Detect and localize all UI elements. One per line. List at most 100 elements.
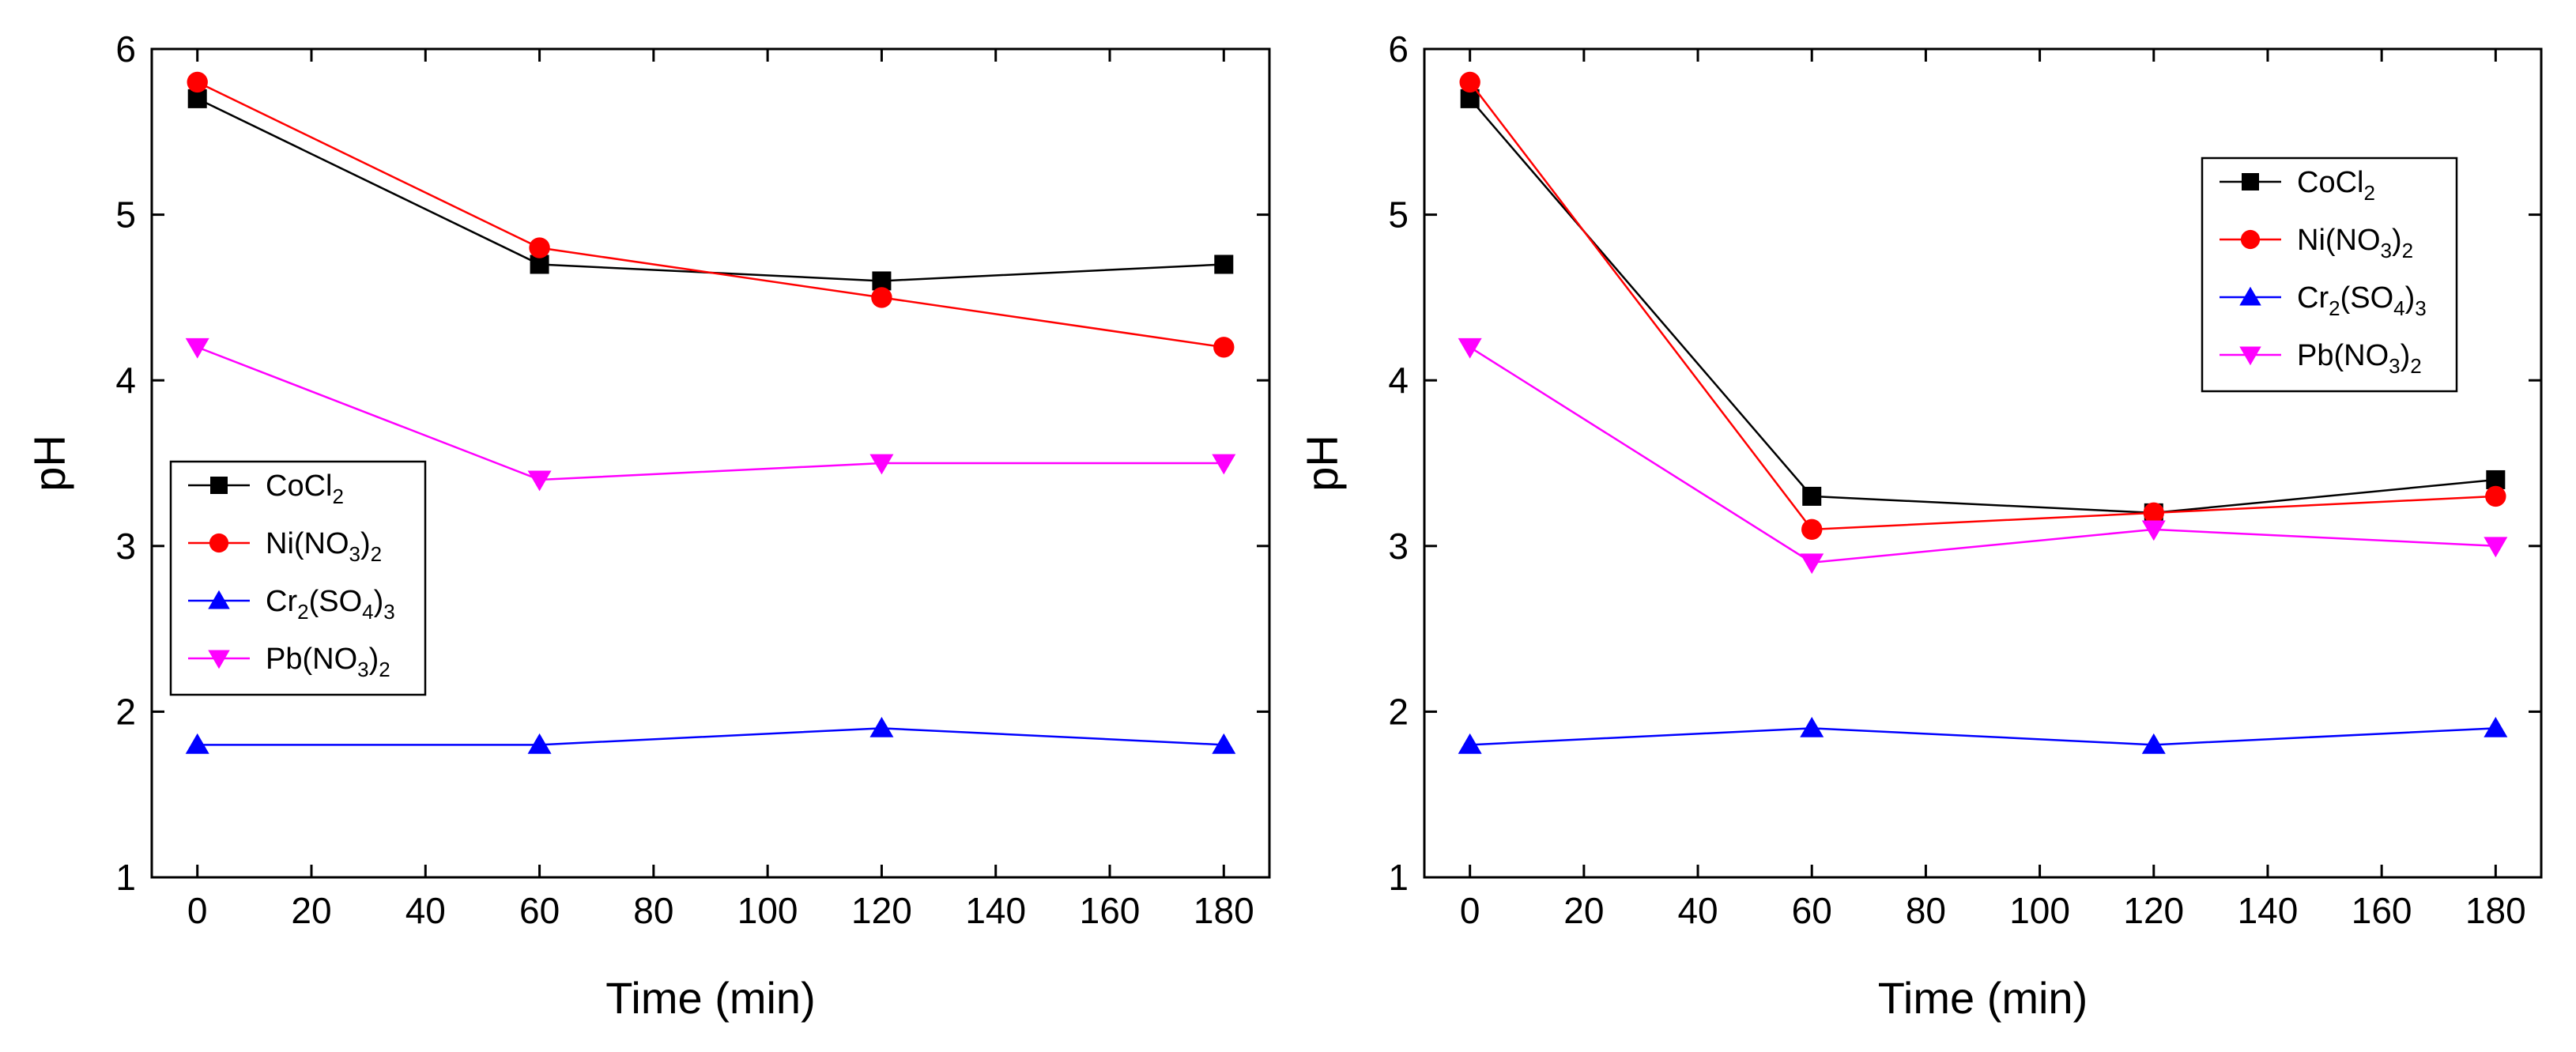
series-Pb(NO3)2 (185, 337, 1236, 492)
data-point (1800, 553, 1824, 575)
legend-label: Pb(NO3)2 (266, 643, 390, 681)
y-tick-label: 4 (1388, 360, 1409, 401)
y-tick-label: 1 (1388, 857, 1409, 898)
legend-label-subscript: 3 (2415, 296, 2426, 320)
legend-label: Cr2(SO4)3 (2297, 281, 2427, 320)
data-point (2141, 520, 2166, 541)
y-axis-title: pH (25, 435, 74, 492)
legend-label-subscript: 2 (2363, 181, 2374, 205)
legend-label: CoCl2 (2297, 166, 2375, 205)
data-point (2484, 537, 2508, 558)
data-point (185, 733, 209, 754)
legend-label-subscript: 4 (362, 600, 373, 624)
legend-label-text: Cr (266, 585, 297, 618)
data-point (1458, 337, 1482, 359)
legend-label-text: Pb(NO (2297, 339, 2389, 372)
legend-entry: Pb(NO3)2 (2220, 339, 2422, 378)
x-tick-label: 120 (2123, 890, 2184, 931)
legend-label-text: ) (2401, 339, 2411, 372)
series-line (1469, 727, 2496, 746)
x-tick-label: 20 (291, 890, 331, 931)
legend-label-subscript: 3 (2381, 239, 2392, 262)
x-tick-label: 40 (1677, 890, 1718, 931)
data-point (869, 716, 894, 737)
x-tick-label: 160 (1080, 890, 1141, 931)
legend-label-text: ) (374, 585, 384, 618)
y-tick-label: 5 (1388, 194, 1409, 236)
data-point (2141, 733, 2166, 754)
x-tick-label: 160 (2352, 890, 2412, 931)
data-point (527, 733, 552, 754)
legend-entry: Pb(NO3)2 (188, 643, 390, 681)
data-point (1801, 518, 1823, 541)
data-point (1213, 337, 1235, 358)
legend-label-subscript: 2 (2410, 354, 2421, 378)
x-axis-title: Time (min) (1878, 973, 2088, 1023)
y-tick-label: 1 (115, 857, 136, 898)
legend-entry: Ni(NO3)2 (188, 527, 382, 566)
series-line (197, 97, 1224, 282)
legend-label-text: ) (2392, 224, 2402, 257)
data-point (185, 337, 209, 359)
legend-label-text: (SO (309, 585, 363, 618)
legend-label: Ni(NO3)2 (2297, 224, 2413, 262)
x-tick-label: 20 (1563, 890, 1604, 931)
legend-label-subscript: 2 (371, 542, 382, 566)
legend-label-text: Ni(NO (266, 527, 349, 560)
x-tick-label: 40 (405, 890, 446, 931)
x-tick-label: 120 (851, 890, 912, 931)
y-tick-label: 3 (115, 526, 136, 567)
legend-label: Cr2(SO4)3 (266, 585, 395, 624)
x-tick-label: 0 (1460, 890, 1480, 931)
legend-label-text: CoCl (266, 469, 332, 503)
legend-marker (2242, 173, 2259, 190)
data-point (2484, 716, 2508, 737)
legend-entry: CoCl2 (2220, 166, 2375, 205)
series-Cr2(SO4)3 (1458, 716, 2508, 754)
legend-entry: Cr2(SO4)3 (188, 585, 395, 624)
legend-label-subscript: 2 (379, 658, 390, 681)
data-point (869, 454, 894, 475)
data-point (871, 287, 892, 308)
plot-frame (1423, 47, 2543, 879)
plot-frame (150, 47, 1271, 879)
y-tick-label: 4 (115, 360, 136, 401)
legend-label-text: Ni(NO (2297, 224, 2381, 257)
legend-label-text: ) (360, 527, 371, 560)
legend-marker (2239, 286, 2261, 306)
legend-label-subscript: 2 (2329, 296, 2340, 320)
x-tick-label: 60 (1792, 890, 1832, 931)
data-point (527, 470, 552, 492)
legend-entry: Cr2(SO4)3 (2220, 281, 2427, 320)
x-tick-label: 100 (2009, 890, 2070, 931)
y-tick-label: 6 (1388, 28, 1409, 70)
x-tick-label: 140 (965, 890, 1026, 931)
legend-entry: CoCl2 (188, 469, 344, 508)
x-tick-label: 100 (737, 890, 798, 931)
y-tick-label: 3 (1388, 526, 1409, 567)
legend-entry: Ni(NO3)2 (2220, 224, 2413, 262)
x-tick-label: 60 (519, 890, 560, 931)
series-Ni(NO3)2 (1459, 71, 2506, 541)
y-tick-label: 2 (1388, 691, 1409, 732)
x-tick-label: 180 (2465, 890, 2526, 931)
x-axis-title: Time (min) (605, 973, 815, 1023)
legend-label-text: ) (369, 643, 379, 676)
series-Pb(NO3)2 (1458, 337, 2508, 575)
legend-label: Ni(NO3)2 (266, 527, 382, 566)
legend-label-subscript: 3 (2389, 354, 2400, 378)
y-tick-label: 2 (115, 691, 136, 732)
data-point (1802, 486, 1822, 506)
series-Ni(NO3)2 (187, 71, 1235, 358)
data-point (2143, 502, 2164, 524)
x-tick-label: 80 (633, 890, 673, 931)
legend-marker (208, 650, 230, 669)
y-tick-label: 5 (115, 194, 136, 236)
series-line (197, 346, 1224, 481)
data-point (2485, 485, 2506, 507)
y-axis-title: pH (1297, 435, 1347, 492)
